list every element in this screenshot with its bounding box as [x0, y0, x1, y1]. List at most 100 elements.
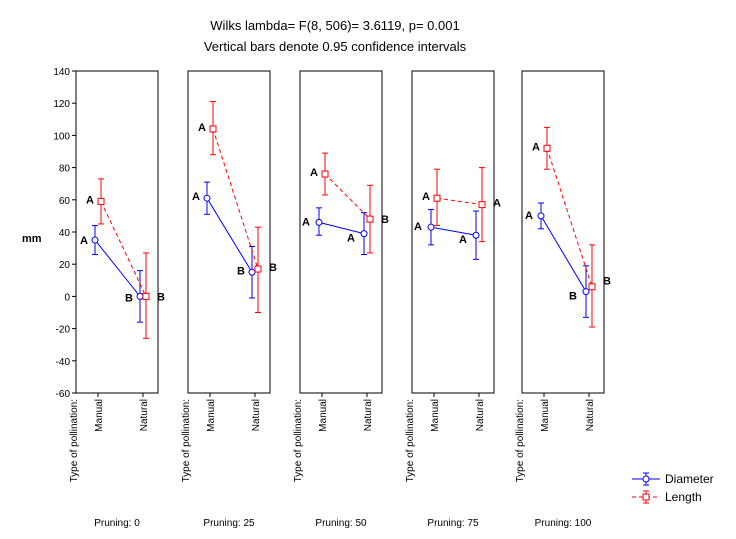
factor-label: Type of pollination: — [181, 399, 192, 482]
significance-letter: B — [237, 265, 245, 277]
significance-letter: A — [86, 194, 94, 206]
series-line-diameter — [430, 226, 477, 236]
significance-letter: B — [603, 276, 611, 288]
panel-label: Pruning: 100 — [535, 518, 592, 529]
series-line-length — [436, 197, 483, 206]
x-tick-label: Manual — [206, 399, 217, 432]
significance-letter: A — [493, 198, 501, 210]
data-point-diameter — [136, 292, 144, 300]
significance-letter: A — [459, 234, 467, 246]
y-tick-label: -20 — [56, 325, 71, 336]
legend-marker-square — [642, 493, 650, 501]
significance-letter: A — [198, 122, 206, 134]
y-tick-label: -60 — [56, 389, 71, 400]
series-line-diameter — [94, 239, 141, 297]
significance-letter: A — [532, 141, 540, 153]
panel-label: Pruning: 50 — [315, 518, 367, 529]
significance-letter: B — [125, 292, 133, 304]
significance-letter: A — [80, 235, 88, 247]
data-point-diameter — [360, 230, 368, 238]
data-point-diameter — [537, 212, 545, 220]
x-tick-label: Manual — [540, 399, 551, 432]
data-point-length — [543, 144, 551, 152]
series-line-length — [100, 201, 147, 297]
data-point-length — [433, 194, 441, 202]
data-point-diameter — [248, 268, 256, 276]
panel-label: Pruning: 75 — [427, 518, 479, 529]
significance-letter: A — [310, 167, 318, 179]
significance-letter: A — [347, 233, 355, 245]
y-tick-label: 0 — [64, 292, 70, 303]
significance-letter: B — [269, 262, 277, 274]
series-line-diameter — [318, 221, 365, 235]
panels: Manual Natural Type of pollination: Pruning… — [69, 70, 611, 529]
y-tick-label: -40 — [56, 357, 71, 368]
significance-letter: A — [192, 191, 200, 203]
significance-letter: A — [414, 221, 422, 233]
significance-letter: B — [569, 291, 577, 303]
factor-label: Type of pollination: — [515, 399, 526, 482]
data-point-diameter — [315, 218, 323, 226]
y-tick-label: 60 — [59, 196, 71, 207]
legend: Diameter Length — [632, 472, 714, 504]
series-line-length — [324, 173, 371, 220]
panel-frame — [75, 70, 159, 394]
data-point-length — [209, 125, 217, 133]
factor-label: Type of pollination: — [293, 399, 304, 482]
x-tick-label: Natural — [363, 399, 374, 431]
data-point-length — [142, 292, 150, 300]
y-tick-label: 100 — [53, 131, 70, 142]
data-point-diameter — [91, 236, 99, 244]
data-point-length — [478, 201, 486, 209]
legend-item-length: Length — [632, 490, 702, 504]
legend-marker-circle — [642, 475, 650, 483]
panel-label: Pruning: 25 — [203, 518, 255, 529]
panel-pruning-2: Manual Natural Type of pollination: Pruning… — [293, 70, 389, 529]
data-point-length — [366, 215, 374, 223]
chart-title: Wilks lambda= F(8, 506)= 3.6119, p= 0.00… — [210, 18, 459, 33]
panel-frame — [299, 70, 383, 394]
panel-frame — [521, 70, 605, 394]
series-line-diameter — [540, 215, 587, 292]
x-tick-label: Manual — [94, 399, 105, 432]
significance-letter: A — [525, 210, 533, 222]
y-tick-label: 40 — [59, 228, 71, 239]
chart-subtitle: Vertical bars denote 0.95 confidence int… — [204, 39, 467, 54]
x-tick-label: Natural — [475, 399, 486, 431]
legend-label: Length — [665, 490, 702, 504]
legend-item-diameter: Diameter — [632, 472, 714, 486]
data-point-diameter — [472, 231, 480, 239]
series-line-length — [212, 128, 259, 270]
significance-letter: A — [422, 191, 430, 203]
x-tick-label: Natural — [251, 399, 262, 431]
series-line-length — [546, 148, 593, 287]
panel-frame — [411, 70, 495, 394]
significance-letter: A — [302, 216, 310, 228]
panel-frame — [187, 70, 271, 394]
panel-pruning-3: Manual Natural Type of pollination: Pruning… — [405, 70, 501, 529]
panel-pruning-4: Manual Natural Type of pollination: Pruning… — [515, 70, 611, 529]
data-point-length — [97, 197, 105, 205]
y-axis: -60 -40 -20 0 20 40 60 80 100 120 140 — [53, 67, 76, 400]
y-tick-label: 80 — [59, 164, 71, 175]
y-axis-label: mm — [22, 233, 42, 245]
factor-label: Type of pollination: — [405, 399, 416, 482]
factor-label: Type of pollination: — [69, 399, 80, 482]
x-tick-label: Natural — [139, 399, 150, 431]
panel-pruning-1: Manual Natural Type of pollination: Pruning… — [181, 70, 277, 529]
series-line-diameter — [206, 197, 253, 273]
legend-label: Diameter — [665, 472, 714, 486]
data-point-length — [254, 265, 262, 273]
x-tick-label: Manual — [430, 399, 441, 432]
data-point-length — [321, 170, 329, 178]
significance-letter: B — [381, 214, 389, 226]
y-tick-label: 140 — [53, 67, 70, 78]
x-tick-label: Manual — [318, 399, 329, 432]
y-tick-label: 20 — [59, 260, 71, 271]
data-point-diameter — [203, 194, 211, 202]
data-point-diameter — [582, 288, 590, 296]
panel-label: Pruning: 0 — [94, 518, 140, 529]
data-point-diameter — [427, 223, 435, 231]
y-tick-label: 120 — [53, 99, 70, 110]
